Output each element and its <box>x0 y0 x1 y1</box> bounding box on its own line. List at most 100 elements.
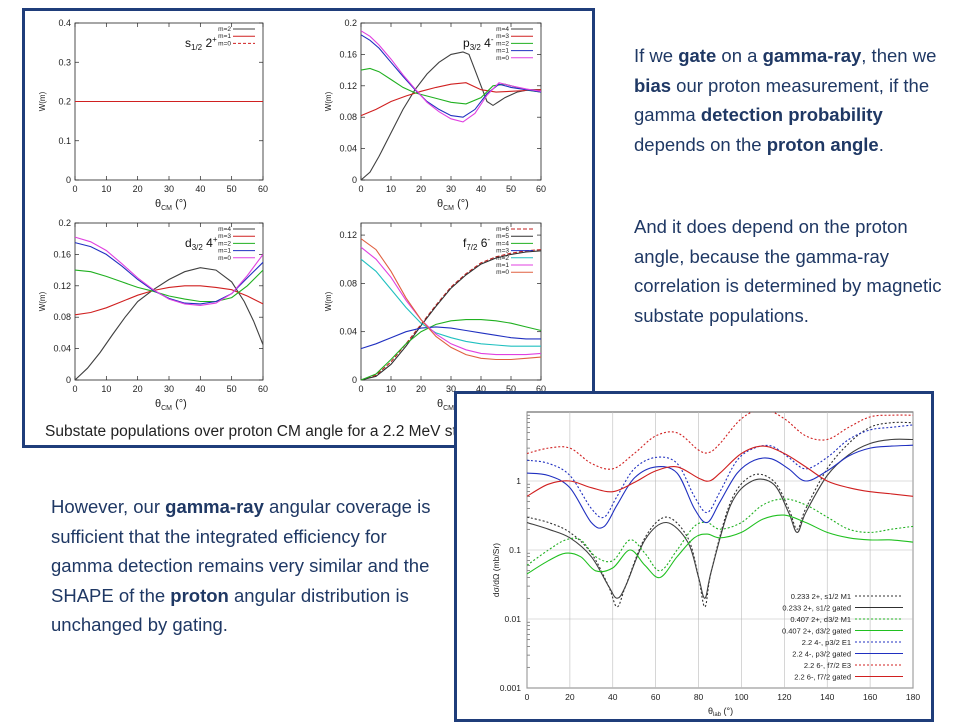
y-axis-label: dσ/dΩ (mb/Sr) <box>491 543 501 597</box>
series-m-6 <box>360 249 542 381</box>
x-tick-label: 40 <box>608 692 618 702</box>
x-tick-label: 20 <box>416 184 426 194</box>
x-tick-label: 10 <box>386 184 396 194</box>
x-tick-label: 50 <box>506 184 516 194</box>
panel-label-sup: - <box>491 35 494 44</box>
legend-entry: 2.2 4-, p3/2 E1 <box>802 638 851 647</box>
x-axis-label: θlab (°) <box>708 706 733 718</box>
body-text: angular distribution is unchanged by gat… <box>51 584 409 636</box>
y-tick-label: 0.04 <box>339 144 357 154</box>
y-tick-label: 0.04 <box>339 327 357 337</box>
angular-distribution-plot: 0.001 0.01 0.1 1 0 20 40 60 80 100 120 140 160 180 θla… <box>491 411 920 718</box>
x-tick-label: 160 <box>863 692 877 702</box>
x-tick-label: 30 <box>446 384 456 394</box>
legend-entry: 0.233 2+, s1/2 gated <box>782 604 851 613</box>
x-tick-label: 30 <box>164 184 174 194</box>
panel-label-sup: + <box>212 35 217 44</box>
legend-entry: m=3 <box>218 233 231 240</box>
series-m-4 <box>360 51 541 181</box>
series-line-7 <box>527 445 913 497</box>
y-tick-label: 0.12 <box>339 230 357 240</box>
x-tick-label: 100 <box>734 692 748 702</box>
y-tick-label: 0 <box>66 175 71 185</box>
x-tick-label: 0 <box>358 384 363 394</box>
panel-label-sub: 1/2 <box>191 43 203 52</box>
body-text: . <box>878 133 884 155</box>
x-tick-label: 180 <box>906 692 920 702</box>
y-tick-label: 0.08 <box>53 312 71 322</box>
series-m-4 <box>360 319 542 381</box>
x-tick-label: 20 <box>133 384 143 394</box>
y-tick-label: 0.08 <box>339 278 357 288</box>
x-axis-label-sub: lab <box>713 712 722 718</box>
legend-entry: m=2 <box>496 255 509 262</box>
body-text: on a <box>716 45 763 66</box>
series-m-0 <box>360 30 542 123</box>
substate-dependence-paragraph: And it does depend on the proton angle, … <box>634 212 952 330</box>
panel-label-tail: 4 <box>481 36 491 50</box>
x-tick-label: 80 <box>694 692 704 702</box>
legend-entry: m=4 <box>496 26 509 33</box>
series-m-2 <box>360 258 541 347</box>
panel-d32: 0 0.04 0.08 0.12 0.16 0.2 0 10 20 30 40 50 60 θCM (°)… <box>38 218 268 412</box>
body-text: If we <box>634 45 679 66</box>
series-m-1 <box>360 34 542 118</box>
y-tick-label: 0.12 <box>339 81 357 91</box>
x-tick-label: 60 <box>258 384 268 394</box>
legend-entry: m=0 <box>218 255 231 262</box>
x-tick-label: 40 <box>195 384 205 394</box>
x-tick-label: 0 <box>72 384 77 394</box>
body-text: , then we <box>861 45 937 66</box>
legend-entry: m=3 <box>496 248 509 255</box>
series-m-3 <box>74 285 264 316</box>
x-axis-label-unit: (°) <box>721 706 733 716</box>
x-tick-label: 60 <box>258 184 268 194</box>
emphasized-text: gate <box>678 45 717 66</box>
series-m-2 <box>74 269 264 303</box>
legend-entry: 0.233 2+, s1/2 M1 <box>791 592 851 601</box>
series-line-4 <box>527 424 913 519</box>
x-tick-label: 40 <box>476 184 486 194</box>
x-axis-label-unit: (°) <box>172 398 187 410</box>
x-tick-label: 20 <box>133 184 143 194</box>
y-tick-label: 0.01 <box>504 614 521 624</box>
x-tick-label: 40 <box>476 384 486 394</box>
y-tick-label: 0.4 <box>58 18 71 28</box>
x-tick-label: 10 <box>101 384 111 394</box>
emphasized-text: proton angle <box>766 133 879 155</box>
panel-label-sup: - <box>487 235 490 244</box>
x-tick-label: 10 <box>386 384 396 394</box>
x-tick-label: 50 <box>227 184 237 194</box>
panel-label-sub: 3/2 <box>470 43 482 52</box>
panel-label-sub: 3/2 <box>192 243 204 252</box>
plot-area: 0.001 0.01 0.1 1 0 20 40 60 80 100 120 140 160 180 θla… <box>491 411 920 718</box>
y-tick-label: 0.2 <box>58 218 71 228</box>
legend-entry: 2.2 4-, p3/2 gated <box>792 650 851 659</box>
substate-population-figure: 0 0.1 0.2 0.3 0.4 0 10 20 30 40 50 60 θCM (°) W(m) s1/… <box>22 8 595 448</box>
series-m-4 <box>74 267 264 381</box>
x-tick-label: 0 <box>525 692 530 702</box>
x-tick-label: 60 <box>536 184 546 194</box>
emphasized-text: gamma-ray <box>762 45 862 66</box>
panel-frame <box>74 222 264 381</box>
y-tick-label: 0.12 <box>53 281 71 291</box>
series-group <box>527 412 913 608</box>
y-axis-label: W(m) <box>324 291 333 311</box>
legend-entry: m=2 <box>496 40 509 47</box>
series-m-1 <box>360 246 542 356</box>
y-tick-label: 0.16 <box>339 49 357 59</box>
x-tick-label: 0 <box>358 184 363 194</box>
panel-label-tail: 6 <box>477 236 487 250</box>
y-tick-label: 0.1 <box>509 545 521 555</box>
y-axis-label: W(m) <box>324 91 333 111</box>
series-line-3 <box>527 514 913 579</box>
x-tick-label: 60 <box>651 692 661 702</box>
y-tick-label: 0.1 <box>58 136 71 146</box>
y-axis-label: W(m) <box>38 291 47 311</box>
legend-entry: m=0 <box>496 55 509 62</box>
x-tick-label: 20 <box>565 692 575 702</box>
x-tick-label: 140 <box>820 692 834 702</box>
panel-p32: 0 0.04 0.08 0.12 0.16 0.2 0 10 20 30 40 50 60 θCM (°)… <box>324 18 546 212</box>
legend-entry: m=6 <box>496 226 509 233</box>
